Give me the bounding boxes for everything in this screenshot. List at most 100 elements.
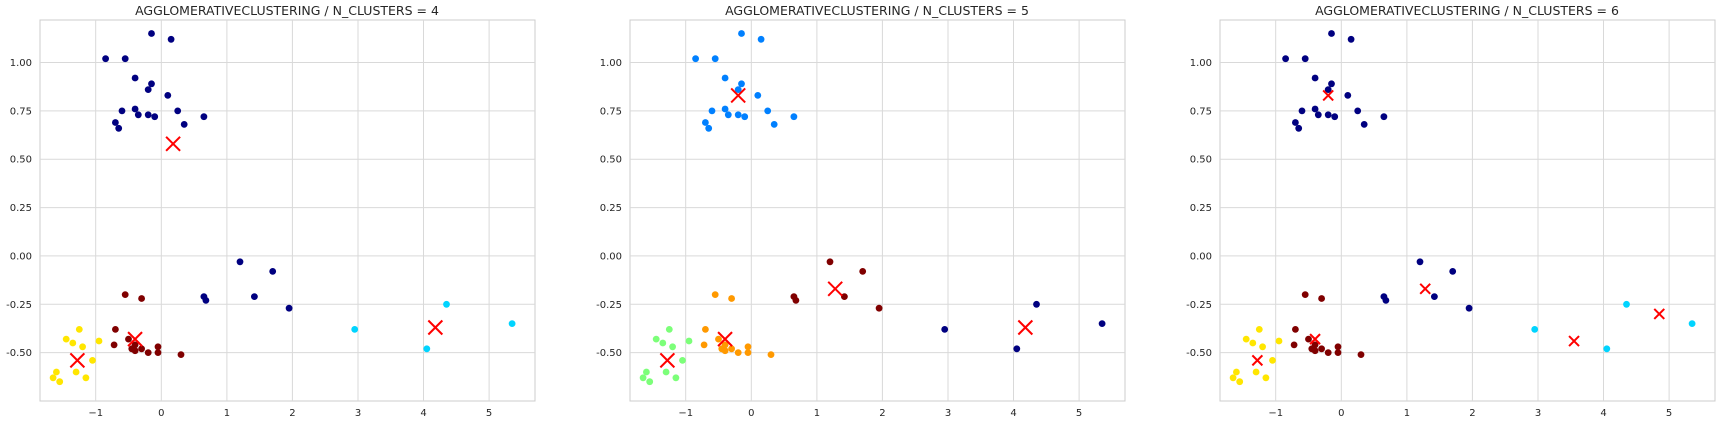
cluster-3-point <box>721 347 729 355</box>
cluster-1-point <box>692 55 699 63</box>
points-2 <box>639 30 1106 386</box>
cluster-2-point <box>1334 343 1342 351</box>
cluster-1-point <box>134 111 142 119</box>
cluster-1-point <box>269 268 277 275</box>
cluster-4-point <box>1623 300 1630 308</box>
cluster-1-point <box>1314 111 1322 119</box>
x-tick-label: 1 <box>224 408 230 419</box>
centroid-marker <box>730 87 746 104</box>
y-tick-label: 0.75 <box>10 106 32 117</box>
cluster-1-point <box>754 92 762 99</box>
cluster-1-point <box>131 105 139 113</box>
cluster-2-point <box>110 341 118 349</box>
cluster-1-point <box>764 107 772 115</box>
x-tick-label: −1 <box>678 408 693 419</box>
cluster-2-point <box>1305 335 1312 343</box>
cluster-2-point <box>154 343 162 351</box>
cluster-3-point <box>1249 339 1257 347</box>
cluster-3-point <box>715 335 722 343</box>
cluster-1-point <box>1360 121 1368 128</box>
cluster-1-point <box>148 30 155 37</box>
cluster-1-point <box>115 124 123 132</box>
cluster-2-point <box>1318 295 1325 302</box>
y-tick-label: -0.50 <box>1186 348 1212 359</box>
tick-labels-1: −1 0 1 2 3 4 5 -0.50 -0.25 0.00 0.25 0.50 0.75 1.00 <box>6 58 492 419</box>
cluster-3-point <box>1275 337 1283 345</box>
cluster-4-point <box>665 326 673 333</box>
cluster-3-point <box>1242 335 1250 343</box>
cluster-4-point <box>679 357 686 364</box>
cluster-4-point <box>662 368 670 376</box>
cluster-2-point <box>112 326 119 333</box>
cluster-2-point <box>125 335 132 343</box>
x-tick-label: 1 <box>1404 408 1410 419</box>
cluster-3-point <box>734 349 742 356</box>
y-tick-label: 0.00 <box>10 251 32 262</box>
cluster-2-point <box>1334 349 1342 356</box>
cluster-3-point <box>53 368 60 376</box>
cluster-1-point <box>711 55 719 63</box>
cluster-1-point <box>1465 304 1473 312</box>
cluster-4-point <box>423 345 431 353</box>
x-tick-label: 4 <box>1600 408 1606 419</box>
cluster-1-point <box>121 55 129 63</box>
cluster-2-point <box>875 304 883 312</box>
x-tick-label: 3 <box>1535 408 1541 419</box>
centroid-marker <box>659 352 676 369</box>
cluster-1-point <box>734 86 742 93</box>
x-tick-label: −1 <box>1268 408 1283 419</box>
cluster-3-point <box>1255 326 1263 333</box>
cluster-3-point <box>1262 374 1270 382</box>
cluster-4-point <box>443 300 450 308</box>
cluster-1-point <box>1301 55 1309 63</box>
cluster-1-point <box>790 113 798 121</box>
cluster-1-point <box>144 86 152 93</box>
x-tick-label: 4 <box>1010 408 1016 419</box>
x-tick-label: 0 <box>1338 408 1344 419</box>
x-tick-label: 4 <box>420 408 426 419</box>
cluster-5-point <box>1033 300 1040 308</box>
tick-labels-2: −1 0 1 2 3 4 5 -0.50 -0.25 0.00 0.25 0.50 0.75 1.00 <box>596 58 1082 419</box>
y-tick-label: -0.25 <box>1186 300 1212 311</box>
cluster-1-point <box>721 74 729 82</box>
cluster-3-point <box>1229 374 1237 382</box>
cluster-1-point <box>148 80 155 88</box>
plot-area-2 <box>629 19 1126 402</box>
y-tick-label: 0.75 <box>600 106 622 117</box>
cluster-1-point <box>174 107 182 115</box>
cluster-2-point <box>121 291 129 298</box>
cluster-3-point <box>89 357 96 364</box>
tick-labels-3: −1 0 1 2 3 4 5 -0.50 -0.25 0.00 0.25 0.50 0.75 1.00 <box>1186 58 1672 419</box>
x-tick-label: 2 <box>1469 408 1475 419</box>
cluster-1-point <box>741 113 749 121</box>
cluster-1-point <box>1449 268 1457 275</box>
y-tick-label: 0.00 <box>600 251 622 262</box>
cluster-1-point <box>144 111 152 119</box>
centroid-marker <box>127 331 143 347</box>
cluster-3-point <box>1236 378 1244 386</box>
cluster-1-point <box>1292 119 1299 126</box>
cluster-1-point <box>102 55 109 63</box>
cluster-1-point <box>202 297 210 304</box>
cluster-2-point <box>138 345 146 353</box>
chart-title-1: AGGLOMERATIVECLUSTERING / N_CLUSTERS = 4 <box>135 3 439 18</box>
x-tick-label: 2 <box>879 408 885 419</box>
cluster-1-point <box>1311 105 1319 113</box>
points-3 <box>1229 30 1696 386</box>
x-tick-label: 1 <box>814 408 820 419</box>
cluster-3-point <box>1233 368 1240 376</box>
cluster-1-point <box>1416 258 1424 266</box>
cluster-3-point <box>711 291 719 298</box>
centroid-marker <box>717 331 733 347</box>
cluster-1-point <box>1328 80 1335 88</box>
y-tick-label: 1.00 <box>1190 58 1212 69</box>
cluster-4-point <box>669 343 676 351</box>
centroid-marker <box>1568 335 1580 347</box>
cluster-2-point <box>138 295 146 302</box>
y-tick-label: -0.50 <box>6 348 32 359</box>
cluster-2-point <box>1292 326 1299 333</box>
cluster-3-point <box>1252 368 1260 376</box>
grid-2 <box>630 20 1125 401</box>
cluster-3-point <box>728 295 735 302</box>
centroid-marker <box>165 136 181 152</box>
